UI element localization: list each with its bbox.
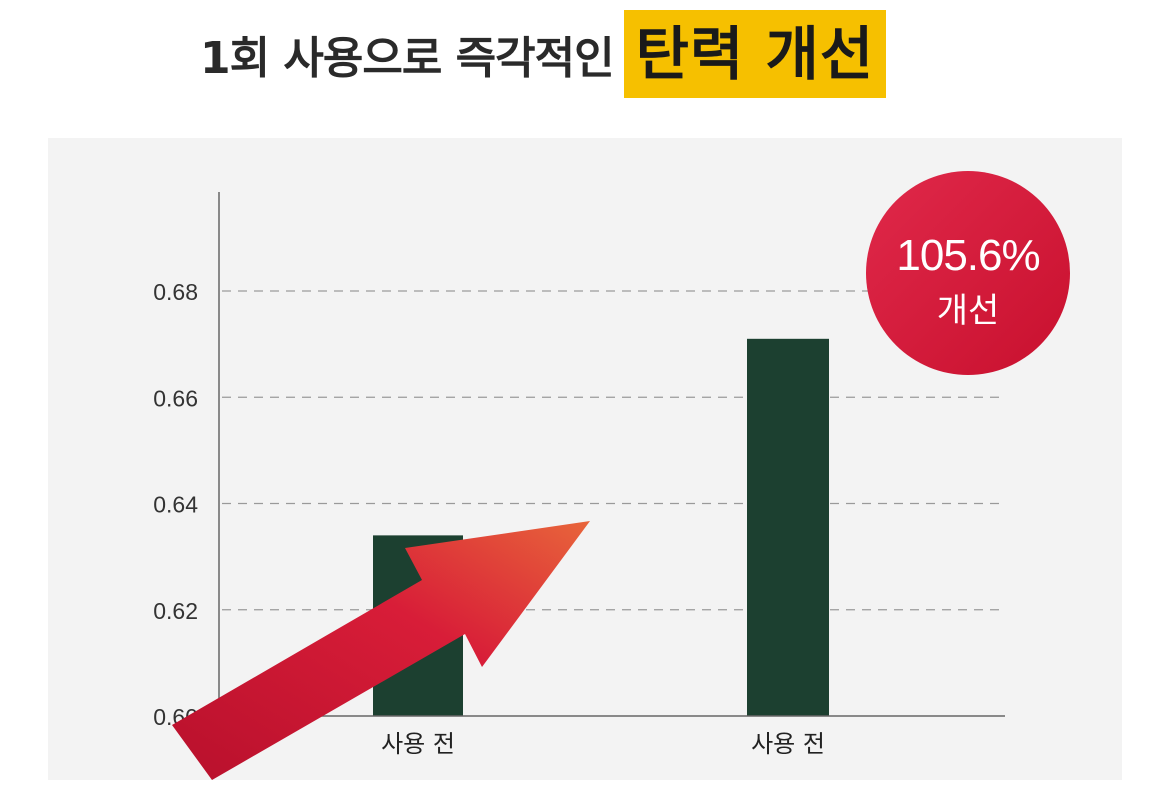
y-tick-label: 0.62: [153, 598, 198, 624]
trend-arrow-icon: [172, 521, 590, 780]
y-tick-label: 0.66: [153, 385, 198, 411]
y-tick-label: 0.68: [153, 279, 198, 305]
headline-text: 1회 사용으로 즉각적인: [200, 33, 615, 84]
improvement-badge: 105.6% 개선: [866, 171, 1070, 375]
x-category-label: 사용 전: [381, 730, 455, 758]
badge-circle: [866, 171, 1070, 375]
headline-highlight: 탄력 개선: [623, 10, 887, 98]
badge-label: 개선: [937, 291, 1000, 331]
y-tick-label: 0.64: [153, 492, 198, 518]
headline: 1회 사용으로 즉각적인 탄력 개선: [0, 6, 1170, 102]
x-category-label: 사용 전: [751, 730, 825, 758]
bar: [747, 338, 829, 716]
badge-percent: 105.6%: [896, 231, 1039, 280]
